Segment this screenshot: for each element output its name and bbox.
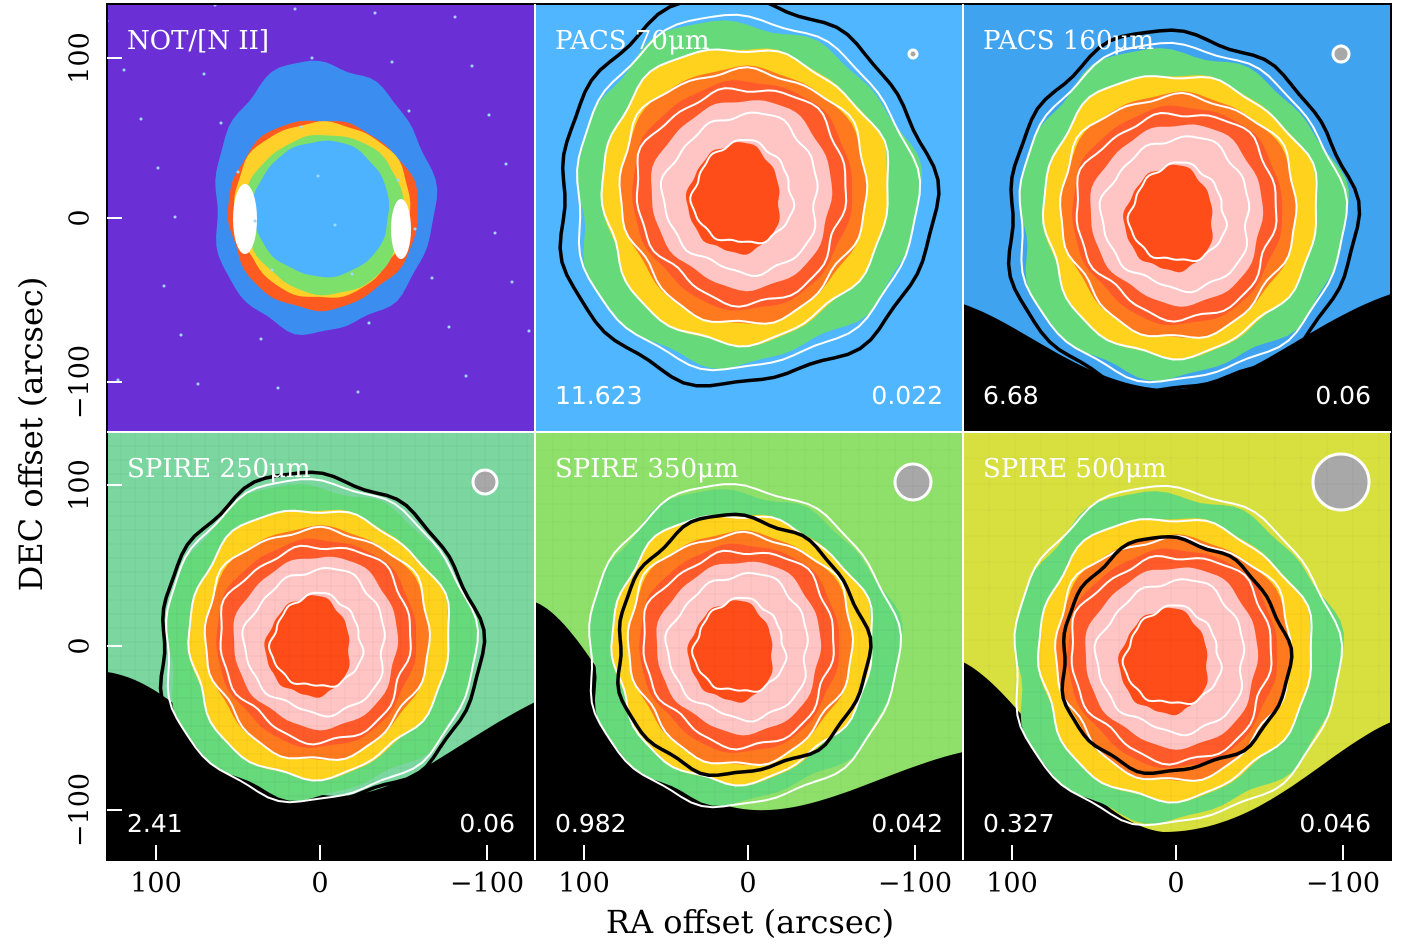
panel-label: SPIRE 250μm bbox=[127, 454, 311, 484]
xtick-label: −100 bbox=[877, 868, 953, 899]
x-axis-label: RA offset (arcsec) bbox=[605, 903, 895, 941]
rms-value: 0.046 bbox=[1299, 809, 1371, 838]
xtick-label: −100 bbox=[449, 868, 525, 899]
panel-image-pacs-70 bbox=[535, 4, 963, 432]
ytick-label: 100 bbox=[64, 32, 96, 84]
peak-value: 11.623 bbox=[555, 381, 643, 410]
xtick-label: 100 bbox=[130, 868, 182, 899]
panel-image-spire-500 bbox=[963, 432, 1391, 860]
beam-circle bbox=[907, 48, 919, 60]
rms-value: 0.06 bbox=[1315, 381, 1371, 410]
ytick-label: −100 bbox=[64, 344, 96, 420]
panel-pacs-70: PACS 70μm 11.623 0.022 bbox=[535, 4, 963, 432]
xtick-label: 0 bbox=[1167, 868, 1185, 899]
panel-image-spire-250 bbox=[107, 432, 535, 860]
y-axis-label: DEC offset (arcsec) bbox=[12, 276, 50, 592]
panel-label: PACS 70μm bbox=[555, 26, 710, 56]
peak-value: 0.327 bbox=[983, 809, 1055, 838]
panel-image-pacs-160 bbox=[963, 4, 1391, 432]
xtick-label: 100 bbox=[986, 868, 1038, 899]
panel-label: PACS 160μm bbox=[983, 26, 1155, 56]
xtick-label: 100 bbox=[558, 868, 610, 899]
panel-label: NOT/[N II] bbox=[127, 26, 270, 56]
panel-image-spire-350 bbox=[535, 432, 963, 860]
rms-value: 0.06 bbox=[459, 809, 515, 838]
xtick-label: 0 bbox=[739, 868, 757, 899]
beam-circle bbox=[1331, 44, 1351, 64]
peak-value: 2.41 bbox=[127, 809, 183, 838]
bright-arc-right bbox=[391, 199, 411, 259]
panel-not-nii: NOT/[N II] bbox=[107, 4, 535, 432]
bright-arc-left bbox=[233, 184, 257, 254]
panel-image-not-nii bbox=[107, 4, 535, 432]
ytick-label: 100 bbox=[64, 459, 96, 511]
peak-value: 0.982 bbox=[555, 809, 627, 838]
panel-label: SPIRE 350μm bbox=[555, 454, 739, 484]
peak-value: 6.68 bbox=[983, 381, 1039, 410]
xtick-label: −100 bbox=[1305, 868, 1381, 899]
panel-spire-350: SPIRE 350μm 0.982 0.042 bbox=[535, 432, 963, 860]
ytick-label: 0 bbox=[64, 209, 96, 227]
xtick-label: 0 bbox=[311, 868, 329, 899]
panel-label: SPIRE 500μm bbox=[983, 454, 1167, 484]
ytick-label: −100 bbox=[64, 772, 96, 848]
panel-spire-500: SPIRE 500μm 0.327 0.046 bbox=[963, 432, 1391, 860]
rms-value: 0.022 bbox=[871, 381, 943, 410]
rms-value: 0.042 bbox=[871, 809, 943, 838]
ytick-label: 0 bbox=[64, 637, 96, 655]
beam-circle bbox=[1311, 452, 1371, 512]
panel-pacs-160: PACS 160μm 6.68 0.06 bbox=[963, 4, 1391, 432]
panel-spire-250: SPIRE 250μm 2.41 0.06 bbox=[107, 432, 535, 860]
